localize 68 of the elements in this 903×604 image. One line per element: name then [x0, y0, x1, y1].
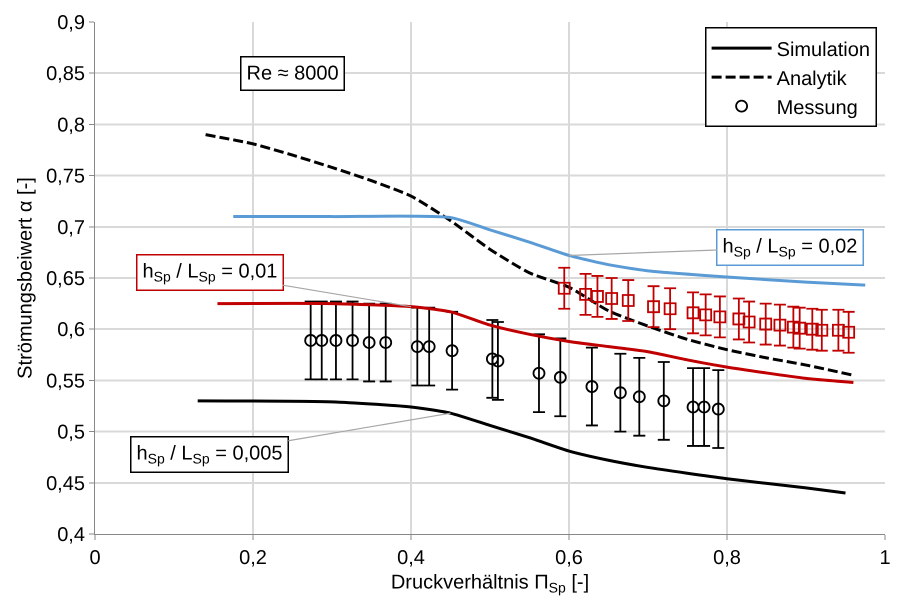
y-tick-label: 0,85: [46, 63, 85, 86]
point: [712, 402, 725, 416]
x-tick-label: 1: [879, 547, 891, 569]
y-tick-label: 0,55: [46, 370, 85, 392]
point: [732, 312, 746, 326]
y-tick-label: 0,7: [57, 216, 85, 239]
point: [806, 322, 819, 336]
point: [793, 322, 806, 335]
point: [842, 326, 856, 339]
point: [586, 380, 598, 393]
point: [379, 336, 392, 349]
y-tick-label: 0,5: [57, 422, 85, 444]
y-tick-label: 0,9: [57, 12, 85, 34]
x-tick-label: 0: [89, 547, 101, 569]
point: [362, 336, 376, 349]
point: [832, 324, 845, 337]
x-tick-label: 0,6: [555, 547, 583, 569]
point: [304, 334, 318, 347]
point: [686, 306, 700, 320]
annotation: h$_{Sp}$ / L$_{Sp}$ = 0,02: [722, 236, 858, 260]
point: [422, 340, 436, 354]
point: [713, 310, 726, 324]
y-tick-label: 0,6: [57, 319, 85, 342]
point: [330, 334, 342, 347]
y-axis-title: Strömungsbeiwert α [-]: [14, 177, 37, 379]
point: [647, 300, 660, 314]
point: [554, 370, 567, 384]
point: [686, 400, 700, 414]
point: [315, 334, 328, 347]
x-tick-label: 0,2: [239, 547, 267, 569]
point: [699, 308, 712, 322]
point: [742, 316, 756, 328]
legend-label: Analytik: [776, 68, 848, 90]
x-axis-title: Druckverhältnis Π$_{Sp}$ [-]: [390, 572, 590, 596]
point: [622, 294, 635, 307]
point: [410, 340, 424, 354]
y-tick-label: 0,65: [46, 268, 85, 290]
point: [558, 282, 571, 295]
x-tick-label: 0,4: [397, 547, 425, 569]
legend-label: Messung: [776, 96, 858, 119]
point: [759, 318, 772, 330]
point: [664, 302, 677, 316]
point: [632, 390, 646, 404]
y-tick-label: 0,4: [57, 524, 85, 546]
x-tick-label: 0,8: [713, 547, 741, 569]
line-series: [216, 302, 855, 384]
point: [579, 288, 592, 301]
annotation: h$_{Sp}$ / L$_{Sp}$ = 0,005: [136, 442, 283, 467]
annotation: h$_{Sp}$ / L$_{Sp}$ = 0,01: [142, 260, 278, 285]
point: [532, 366, 546, 380]
point: [446, 344, 458, 358]
point: [614, 386, 627, 400]
annotation: Re ≈ 8000: [246, 62, 339, 84]
point: [786, 320, 800, 334]
point: [605, 292, 618, 305]
point: [486, 352, 499, 366]
point: [657, 394, 670, 408]
line-series: [232, 214, 867, 287]
y-tick-label: 0,75: [46, 166, 85, 188]
point: [591, 290, 604, 303]
y-tick-label: 0,8: [57, 114, 85, 136]
point: [698, 400, 710, 414]
legend-label: Simulation: [776, 38, 870, 61]
point: [492, 354, 504, 368]
y-tick-label: 0,45: [46, 472, 85, 495]
point: [774, 318, 786, 332]
point: [815, 324, 828, 337]
point: [346, 334, 359, 347]
